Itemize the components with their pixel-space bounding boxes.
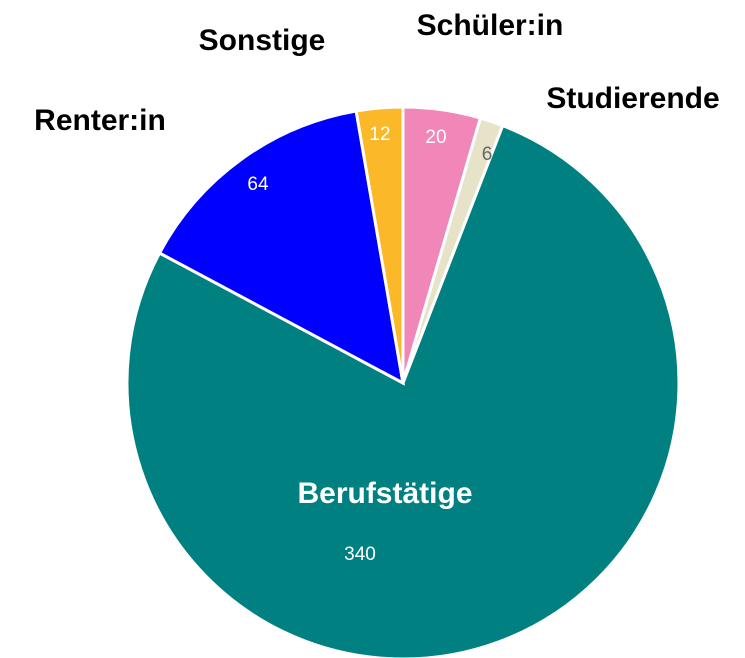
pie-slice bbox=[125, 123, 681, 658]
category-label: Studierende bbox=[546, 82, 719, 115]
value-label: 6 bbox=[482, 144, 493, 165]
category-label: Berufstätige bbox=[297, 477, 472, 510]
value-label: 340 bbox=[344, 544, 376, 565]
category-label: Schüler:in bbox=[417, 9, 564, 42]
value-label: 12 bbox=[369, 124, 390, 145]
pie-slice bbox=[157, 109, 405, 386]
value-label: 64 bbox=[247, 174, 269, 195]
category-label: Sonstige bbox=[199, 24, 326, 57]
category-label: Renter:in bbox=[34, 104, 166, 137]
value-label: 20 bbox=[425, 127, 446, 148]
pie-slice bbox=[354, 105, 405, 384]
